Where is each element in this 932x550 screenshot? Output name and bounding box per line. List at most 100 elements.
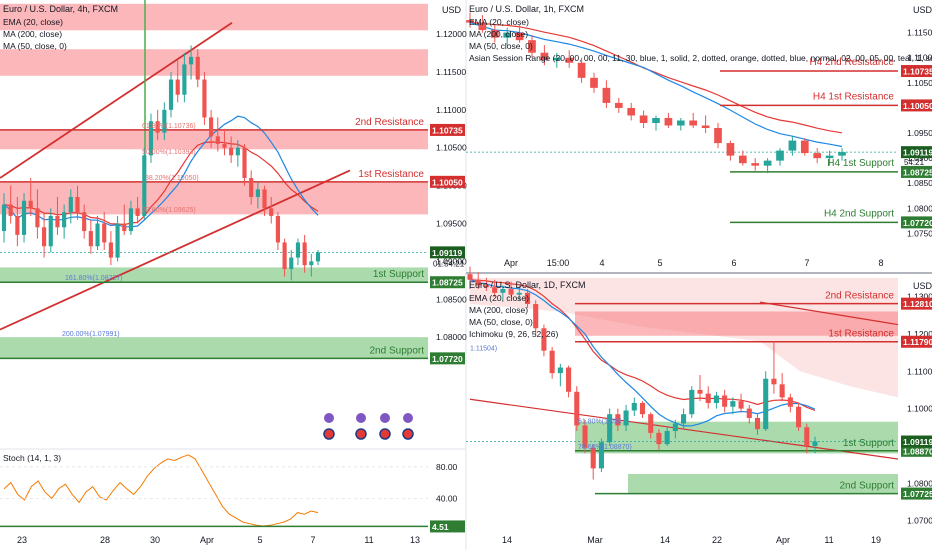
chart-1d-candle [779, 384, 785, 398]
chart-1d-candle [492, 287, 498, 293]
chart-1h-candle [676, 120, 685, 126]
chart-1d-x-tick: 19 [871, 535, 881, 545]
chart-1d-candle [746, 408, 752, 418]
chart-1d-trendline-upper [759, 301, 899, 326]
chart-4h-candle [168, 79, 174, 110]
chart-1d-y-tick: 1.10000 [907, 404, 932, 414]
chart-1d-price-tag [901, 335, 932, 348]
chart-1h-y-tick: 1.11000 [907, 53, 932, 63]
chart-4h-x-tick: 7 [310, 535, 315, 545]
chart-4h-x-tick: 28 [100, 535, 110, 545]
chart-4h-legend-item: EMA (20, close) [3, 17, 63, 27]
chart-1h-title: Euro / U.S. Dollar, 1h, FXCM [469, 4, 584, 14]
chart-4h-candle [222, 143, 227, 148]
chart-1d-candle [738, 401, 744, 409]
chart-4h-price-tag [430, 123, 465, 136]
chart-4h-candle [95, 223, 100, 247]
chart-1h-x-tick: Apr [504, 258, 518, 268]
chart-1d-y-tick: 1.13000 [907, 292, 932, 302]
chart-4h-resistance-zone [0, 49, 428, 76]
chart-1d-candle [483, 285, 489, 288]
chart-1h-candle [751, 163, 760, 166]
chart-1d-candle [549, 350, 555, 374]
chart-1h-axis-unit: USD [913, 5, 932, 15]
chart-1h-candle [466, 20, 474, 23]
chart-1d-candle [639, 403, 646, 415]
chart-4h-candle [295, 242, 301, 258]
chart-1h-legend-item: MA (200, close) [469, 29, 528, 39]
chart-4h-x-tick: 23 [17, 535, 27, 545]
chart-4h-candle [55, 215, 60, 228]
chart-1d-candle [681, 414, 687, 424]
chart-1h-candle [714, 128, 722, 144]
chart-1d-candle [689, 389, 695, 415]
chart-1d-fib-label: 61.80%(1.095 [578, 418, 622, 425]
chart-4h-candle [75, 196, 80, 213]
chart-4h-level-label: 2nd Resistance [355, 117, 424, 128]
chart-1h-candle [800, 140, 809, 154]
chart-1h-candle [689, 120, 698, 126]
chart-1d-candle [508, 289, 514, 295]
chart-1d-candle [656, 432, 662, 445]
chart-4h-candle [108, 242, 113, 258]
chart-1d-candle [615, 414, 621, 426]
chart-4h-candle [82, 212, 87, 232]
chart-1d-level-label: 1st Resistance [828, 329, 894, 340]
chart-1d-support-zone [575, 421, 898, 454]
chart-1h-x-tick: 7 [804, 258, 809, 268]
chart-4h-candle [262, 189, 267, 209]
chart-4h-trendline-upper [0, 21, 233, 179]
chart-4h-fib-label: 50.00%(1.10393) [142, 149, 196, 156]
chart-1h-y-tick: 1.10500 [907, 78, 932, 88]
chart-4h-event-flag-icon[interactable] [379, 428, 391, 440]
chart-4h-price-tag-text: 1.10735 [432, 125, 463, 135]
chart-4h-event-flag-icon[interactable] [403, 413, 413, 423]
chart-1h-countdown: 54:21 [904, 158, 925, 167]
chart-4h-event-flag-icon[interactable] [324, 413, 334, 423]
chart-4h-event-flag-icon[interactable] [380, 413, 390, 423]
chart-1d-x-tick: Apr [776, 535, 790, 545]
chart-4h-price-tag [430, 276, 465, 289]
chart-4h-candle [242, 147, 247, 179]
chart-1h-price-tag [901, 65, 932, 78]
chart-4h-axis-unit: USD [442, 5, 462, 15]
chart-1h-candle [763, 160, 772, 166]
chart-1h-candle [515, 32, 524, 41]
chart-4h-fib-label: 200.00%(1.07991) [62, 331, 120, 338]
chart-1d-candle [648, 414, 654, 433]
chart-1d-price-tag [901, 487, 932, 500]
chart-4h-fib-label: 38.20%(1.10050) [145, 175, 199, 182]
chart-4h-x-tick: Apr [200, 535, 214, 545]
chart-1h-candle [552, 57, 561, 61]
chart-1d-y-tick: 1.08000 [907, 478, 932, 488]
chart-1h-candle [788, 140, 797, 151]
chart-4h-event-flag-icon[interactable] [402, 428, 414, 440]
stoch-y-tick: 80.00 [436, 462, 458, 472]
chart-1d-fib-label: 78.60%(1.08870) [578, 444, 632, 451]
chart-1h-candle [627, 107, 636, 116]
chart-1d-price-tag-text: 1.07725 [903, 489, 932, 499]
chart-1d-candle [566, 367, 572, 392]
chart-1d-candle [574, 391, 580, 426]
chart-4h-resistance-zone [0, 130, 428, 150]
chart-1h-candle [478, 22, 487, 31]
chart-4h-y-tick: 1.11500 [436, 67, 466, 77]
chart-1d-candle [467, 274, 473, 280]
chart-4h-y-tick: 1.10500 [436, 143, 467, 153]
chart-1h-price-tag-text: 1.08725 [903, 167, 932, 177]
chart-4h-event-flag-icon[interactable] [323, 428, 335, 440]
stoch-price-tag-text: 4.51 [432, 522, 449, 532]
chart-1h-y-tick: 1.07500 [907, 228, 932, 238]
chart-1h-legend-item: EMA (20, close) [469, 17, 529, 27]
stoch-title: Stoch (14, 1, 3) [3, 453, 61, 463]
chart-1d-x-tick: 22 [712, 535, 722, 545]
chart-4h-event-flag-icon[interactable] [355, 428, 367, 440]
chart-4h-candle [8, 204, 13, 216]
chart-4h-event-flag-icon[interactable] [356, 413, 366, 423]
chart-1h-candle [590, 77, 598, 88]
chart-4h-candle [1, 204, 7, 232]
chart-1d-y-tick: 1.07000 [907, 516, 932, 526]
chart-1h-candle [664, 117, 673, 126]
chart-4h-candle [88, 231, 93, 247]
